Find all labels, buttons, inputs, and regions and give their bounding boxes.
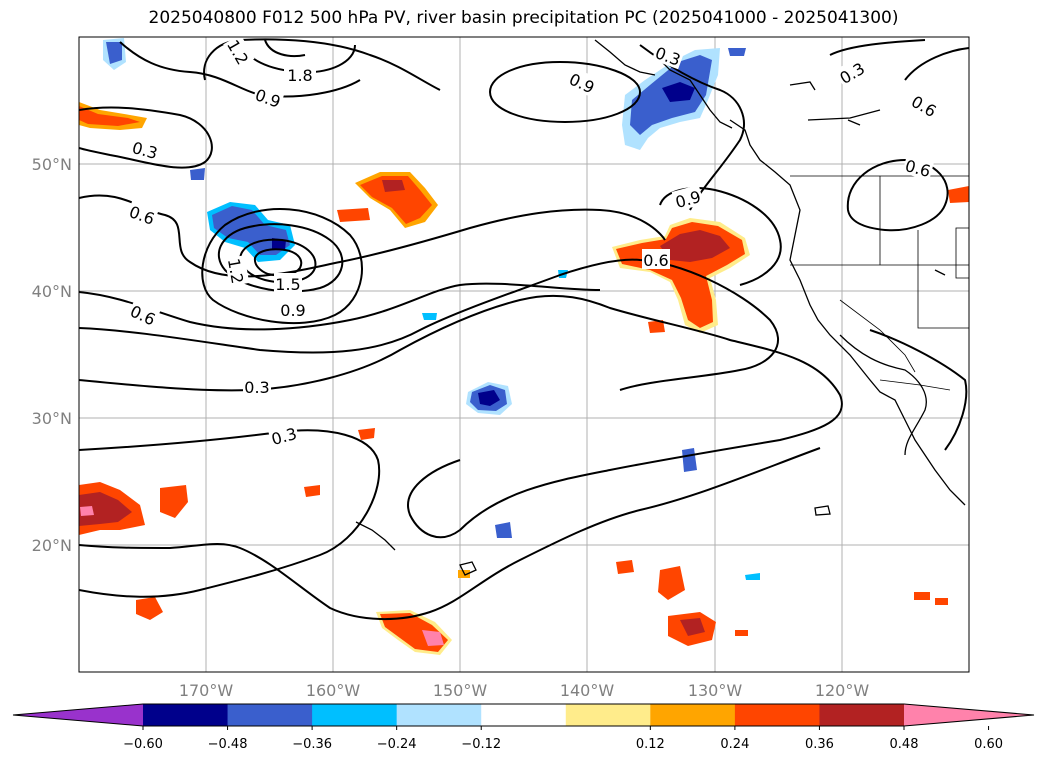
pos-patch-small-e	[914, 592, 930, 600]
neg-patch-low-core	[212, 206, 290, 255]
svg-text:1.2: 1.2	[224, 257, 247, 285]
lat-tick-label: 50°N	[32, 155, 72, 174]
pos-patch-mid-inner	[382, 180, 405, 192]
svg-text:1.5: 1.5	[275, 275, 300, 294]
svg-text:0.6: 0.6	[643, 251, 668, 270]
colorbar-swatch	[481, 704, 567, 726]
pos-patch-130w-inner	[660, 230, 730, 262]
colorbar-tick-label: 0.24	[720, 737, 749, 752]
lon-tick-label: 140°W	[560, 681, 615, 700]
colorbar-tick-label: 0.36	[805, 737, 834, 752]
pos-patch-small-mid	[337, 208, 370, 222]
pos-patch-east	[948, 186, 969, 203]
colorbar-extend-max	[904, 704, 1034, 726]
colorbar-tick-label: −0.12	[461, 737, 501, 752]
neg-patch-190	[190, 168, 205, 180]
colorbar-tick-label: −0.48	[208, 737, 248, 752]
lon-tick-label: 160°W	[306, 681, 361, 700]
contour-label: 1.8	[284, 64, 316, 85]
pos-patch-small-f	[935, 598, 948, 605]
map-frame	[78, 36, 970, 673]
pos-patch-small-a	[648, 320, 665, 333]
colorbar-tick-label: −0.60	[123, 737, 163, 752]
colorbar-tick-label: 0.12	[636, 737, 665, 752]
contour-label: 1.2	[224, 255, 250, 287]
contour-label: 0.3	[243, 376, 271, 397]
pos-patch-150s-inner	[422, 630, 444, 646]
neg-patch-small5	[422, 313, 437, 320]
neg-patch-nw-core	[106, 42, 122, 64]
colorbar-tick-label: 0.60	[974, 737, 1003, 752]
svg-text:1.8: 1.8	[287, 66, 312, 85]
colorbar-swatch	[143, 704, 229, 726]
colorbar-swatch	[650, 704, 736, 726]
lat-tick-label: 30°N	[32, 409, 72, 428]
colorbar-swatch	[565, 704, 651, 726]
lon-tick-labels: 170°W 160°W 150°W 140°W 130°W 120°W	[179, 681, 870, 700]
colorbar-swatch	[396, 704, 482, 726]
map-area	[79, 37, 969, 672]
pos-patch-sw3	[136, 597, 163, 620]
colorbar: −0.60 −0.48 −0.36 −0.24 −0.12 0.12 0.24 0.36 0.4…	[12, 703, 1035, 752]
colorbar-swatch	[734, 704, 820, 726]
contour-labels: 1.2 1.8 0.3 0.9 0.9 0.3 0.6 0.3 0.6 0.6 …	[125, 37, 942, 449]
pos-patch-130s-inner	[680, 618, 705, 636]
colorbar-tick-label: −0.24	[377, 737, 417, 752]
coastlines	[355, 39, 966, 576]
contour-label: 1.5	[274, 273, 302, 294]
neg-patch-small3	[745, 573, 760, 580]
pos-patch-ne-nw-core	[79, 106, 140, 126]
lon-tick-label: 120°W	[815, 681, 870, 700]
pos-patch-small-b	[658, 566, 685, 600]
pos-patch-sw2	[160, 485, 188, 518]
pos-patch-small-c	[616, 560, 634, 574]
svg-text:0.3: 0.3	[244, 378, 269, 397]
lon-tick-label: 150°W	[433, 681, 488, 700]
precipitation-shading	[79, 38, 969, 655]
neg-patch-30n-inner	[478, 390, 500, 406]
pos-patch-mid-core	[360, 176, 432, 224]
contour-label: 0.6	[642, 249, 670, 270]
lat-tick-label: 40°N	[32, 282, 72, 301]
svg-text:0.9: 0.9	[280, 301, 305, 320]
contour-label: 0.9	[279, 299, 307, 320]
pos-patch-sw-core	[79, 492, 132, 526]
neg-patch-small1	[495, 522, 512, 538]
neg-patch-bc-inner	[662, 82, 695, 102]
pos-patch-sw4	[304, 485, 320, 497]
colorbar-swatch	[227, 704, 313, 726]
state-borders	[790, 175, 969, 391]
pos-patch-sw-pink	[80, 506, 94, 516]
lon-tick-label: 130°W	[688, 681, 743, 700]
colorbar-swatch	[819, 704, 905, 726]
lat-tick-label: 20°N	[32, 536, 72, 555]
pos-patch-sw5	[358, 428, 375, 440]
neg-patch-smallnw	[728, 48, 746, 56]
colorbar-swatch	[312, 704, 398, 726]
pos-patch-small-d	[735, 630, 748, 636]
contour-label: 0.9	[671, 184, 704, 212]
lon-tick-label: 170°W	[179, 681, 234, 700]
lat-tick-labels: 50°N 40°N 30°N 20°N	[32, 155, 72, 555]
colorbar-tick-label: −0.36	[292, 737, 332, 752]
chart-title: 2025040800 F012 500 hPa PV, river basin …	[148, 8, 899, 28]
colorbar-extend-min	[13, 704, 143, 726]
pv-contours	[79, 38, 969, 621]
colorbar-tick-label: 0.48	[890, 737, 919, 752]
